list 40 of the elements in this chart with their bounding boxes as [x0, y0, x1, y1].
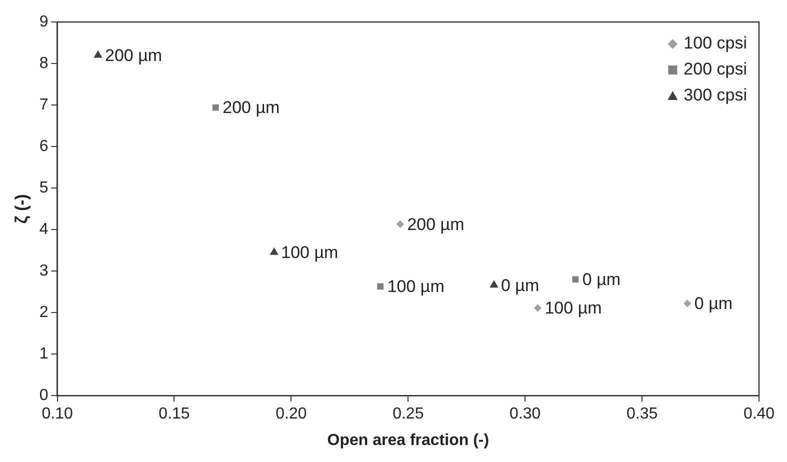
x-tick-label: 0.10: [42, 406, 73, 423]
annotation: 100 µm: [387, 277, 444, 296]
x-tick-label: 0.30: [510, 406, 541, 423]
y-tick-label: 1: [39, 345, 48, 362]
x-tick-label: 0.25: [392, 406, 424, 423]
point: [270, 247, 278, 255]
x-tick-label: 0.20: [276, 406, 307, 423]
point: [377, 283, 384, 290]
y-tick-label: 5: [39, 179, 48, 196]
y-tick-label: 9: [39, 13, 48, 30]
y-tick-label: 0: [39, 387, 48, 404]
legend-label: 200 cpsi: [684, 60, 748, 79]
annotation: 100 µm: [281, 243, 338, 262]
annotation: 200 µm: [104, 46, 162, 65]
annotation: 0 µm: [694, 294, 733, 314]
y-tick-label: 2: [39, 304, 48, 321]
y-tick-label: 3: [39, 262, 48, 280]
legend-label: 300 cpsi: [684, 86, 748, 105]
point: [490, 280, 498, 288]
annotation: 100 µm: [544, 298, 602, 318]
point: [212, 104, 219, 111]
annotation: 0 µm: [582, 270, 621, 290]
point: [534, 304, 542, 312]
point: [684, 300, 692, 308]
y-tick-label: 6: [39, 138, 48, 155]
point: [396, 220, 404, 228]
x-axis-title: Open area fraction (-): [327, 432, 490, 449]
y-tick-label: 8: [39, 54, 48, 72]
point: [94, 50, 102, 58]
y-tick-label: 4: [39, 220, 48, 238]
x-tick-label: 0.15: [158, 406, 190, 423]
annotation: 200 µm: [407, 214, 464, 234]
x-tick-label: 0.35: [626, 406, 658, 423]
y-axis-title: ζ (-): [12, 194, 31, 224]
annotation: 0 µm: [500, 276, 540, 295]
point: [572, 276, 579, 283]
x-tick-label: 0.40: [743, 406, 775, 423]
y-tick-label: 7: [39, 96, 48, 114]
annotation: 200 µm: [222, 98, 280, 118]
legend-label: 100 cpsi: [684, 34, 748, 53]
